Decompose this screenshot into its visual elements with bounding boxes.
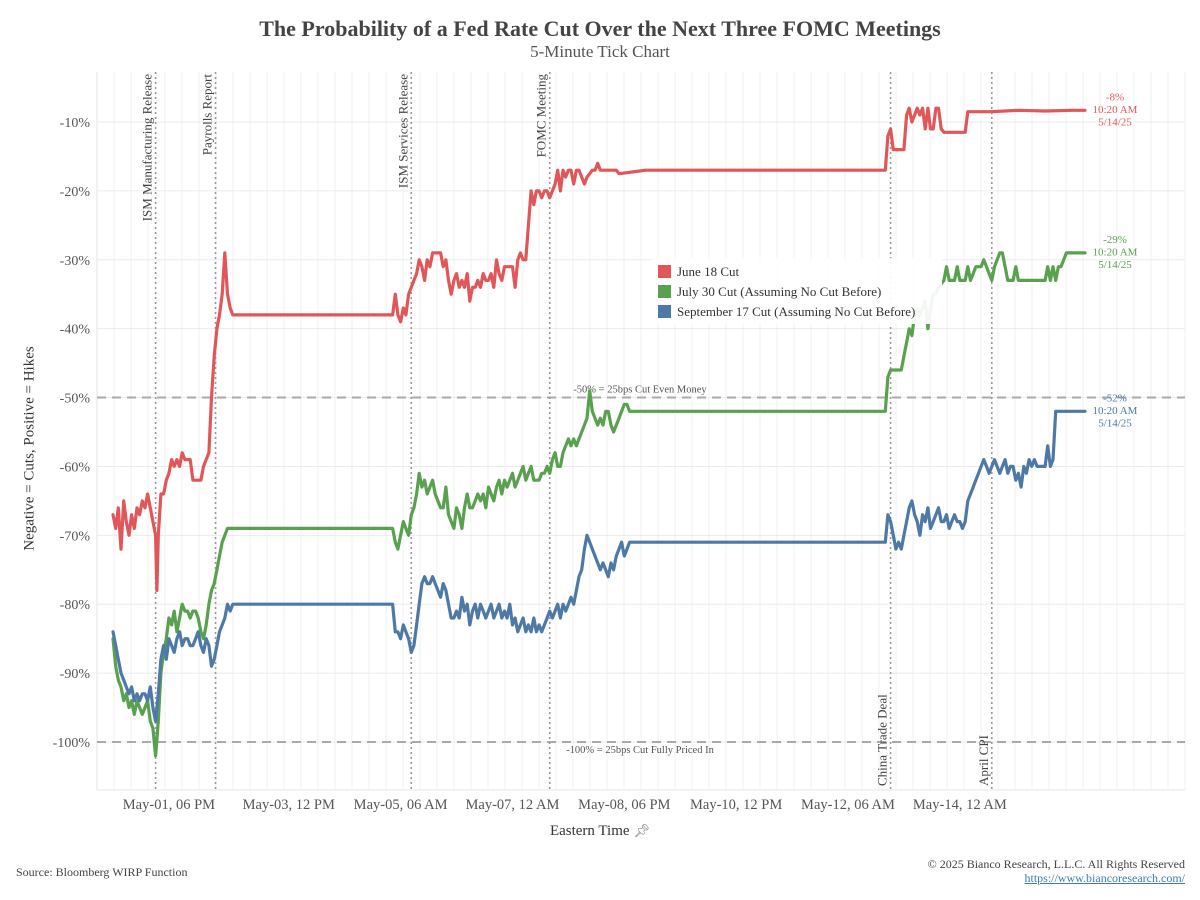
end-label: 5/14/25 bbox=[1098, 116, 1132, 128]
end-label: 5/14/25 bbox=[1098, 259, 1132, 271]
chart-subtitle: 5-Minute Tick Chart bbox=[530, 42, 670, 61]
y-tick-label: -70% bbox=[60, 529, 91, 544]
reference-lines: -50% = 25bps Cut Even Money -100% = 25bps… bbox=[97, 385, 1185, 756]
x-tick-label: May-07, 12 AM bbox=[466, 797, 560, 813]
event-label: April CPI bbox=[976, 735, 991, 786]
legend-swatch bbox=[658, 305, 671, 318]
series-line-1 bbox=[111, 106, 1087, 592]
website-link[interactable]: https://www.biancoresearch.com/ bbox=[1024, 871, 1185, 885]
legend-swatch bbox=[658, 265, 671, 278]
y-tick-labels: -10% -20% -30% -40% -50% -60% -70% -80% -90% -100… bbox=[53, 116, 91, 751]
x-tick-label: May-01, 06 PM bbox=[123, 797, 215, 813]
x-tick-labels: May-01, 06 PM May-03, 12 PM May-05, 06 AM M… bbox=[123, 797, 1007, 813]
series-line-2 bbox=[111, 251, 1087, 758]
reference-line-label: -100% = 25bps Cut Fully Priced In bbox=[566, 745, 714, 756]
source-note: Source: Bloomberg WIRP Function bbox=[16, 865, 188, 879]
legend-label: June 18 Cut bbox=[677, 264, 740, 279]
event-label: ISM Manufacturing Release bbox=[140, 74, 155, 222]
event-label: FOMC Meeting bbox=[534, 74, 549, 158]
event-lines: ISM Manufacturing Release Payrolls Report… bbox=[140, 72, 993, 790]
y-tick-label: -30% bbox=[60, 254, 91, 269]
end-label: -52% bbox=[1103, 392, 1127, 404]
legend-label: September 17 Cut (Assuming No Cut Before… bbox=[677, 304, 915, 319]
y-axis-title: Negative = Cuts, Positive = Hikes bbox=[21, 346, 38, 551]
y-tick-label: -80% bbox=[60, 598, 91, 613]
y-tick-label: -50% bbox=[60, 392, 91, 407]
legend-box bbox=[652, 258, 942, 324]
event-label: ISM Services Release bbox=[395, 74, 410, 188]
end-label: -29% bbox=[1103, 234, 1127, 246]
y-tick-label: -20% bbox=[60, 185, 91, 200]
y-tick-label: -90% bbox=[60, 667, 91, 682]
reference-line-label: -50% = 25bps Cut Even Money bbox=[573, 385, 707, 396]
grid bbox=[96, 72, 1186, 791]
end-label: 10:20 AM bbox=[1093, 246, 1138, 258]
x-tick-label: May-03, 12 PM bbox=[243, 797, 335, 813]
legend-label: July 30 Cut (Assuming No Cut Before) bbox=[677, 284, 881, 299]
x-axis-title-text: Eastern Time bbox=[549, 823, 630, 839]
pin-icon[interactable]: 📌︎ bbox=[633, 823, 651, 838]
end-labels: -8%10:20 AM5/14/25-29%10:20 AM5/14/25-52… bbox=[1093, 91, 1138, 429]
chart-title: The Probability of a Fed Rate Cut Over t… bbox=[259, 16, 941, 41]
x-tick-label: May-14, 12 AM bbox=[913, 797, 1007, 813]
y-tick-label: -100% bbox=[53, 736, 91, 751]
x-tick-label: May-05, 06 AM bbox=[354, 797, 448, 813]
x-axis-title: Eastern Time 📌︎ bbox=[0, 823, 1200, 840]
legend-swatch bbox=[658, 285, 671, 298]
end-label: -8% bbox=[1106, 91, 1124, 103]
legend: June 18 Cut July 30 Cut (Assuming No Cut … bbox=[652, 258, 942, 324]
end-label: 10:20 AM bbox=[1093, 104, 1138, 116]
x-tick-label: May-08, 06 PM bbox=[578, 797, 670, 813]
series-lines bbox=[111, 106, 1087, 758]
x-tick-label: May-12, 06 AM bbox=[801, 797, 895, 813]
end-label: 5/14/25 bbox=[1098, 417, 1132, 429]
event-label: Payrolls Report bbox=[200, 74, 215, 156]
y-tick-label: -60% bbox=[60, 460, 91, 475]
y-tick-label: -40% bbox=[60, 323, 91, 338]
x-tick-label: May-10, 12 PM bbox=[690, 797, 782, 813]
series-line-3 bbox=[111, 409, 1087, 723]
y-tick-label: -10% bbox=[60, 116, 91, 131]
end-label: 10:20 AM bbox=[1093, 405, 1138, 417]
copyright-note: © 2025 Bianco Research, L.L.C. All Right… bbox=[927, 857, 1185, 871]
event-label: China Trade Deal bbox=[875, 694, 890, 786]
